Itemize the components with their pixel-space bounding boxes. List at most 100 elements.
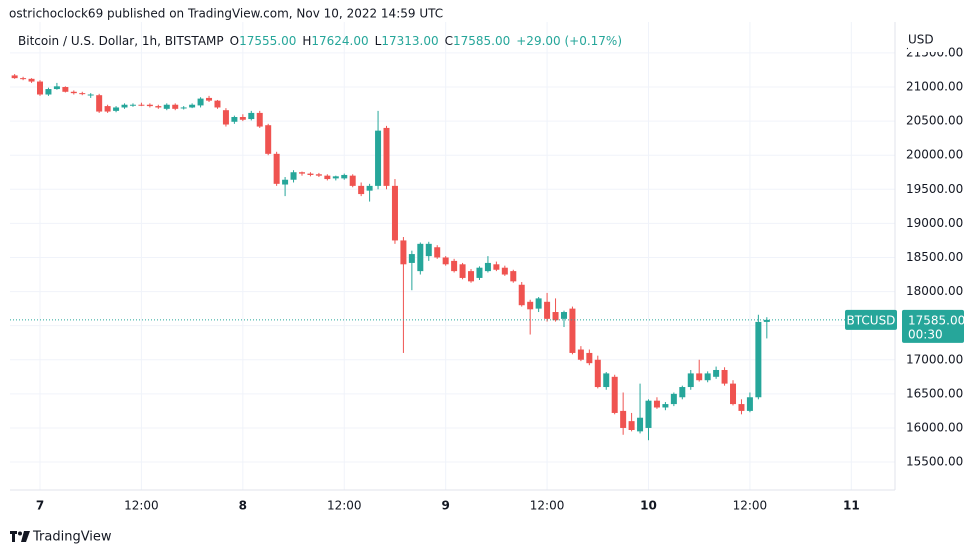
candle-body — [746, 397, 753, 411]
candle-body — [265, 125, 272, 154]
candle-body — [476, 267, 483, 278]
candle-body — [704, 373, 711, 381]
candle-body — [679, 387, 686, 398]
candle-body — [577, 349, 584, 360]
candle-body — [459, 264, 466, 278]
candle-body — [510, 271, 517, 282]
candles — [11, 74, 770, 441]
candle-body — [104, 106, 111, 112]
y-tick-label: 20000.00 — [906, 148, 963, 162]
brand: TradingView — [32, 530, 112, 545]
candle-body — [324, 175, 331, 180]
x-tick-label: 12:00 — [124, 499, 159, 513]
candle-body — [11, 75, 18, 79]
candle-body — [484, 262, 491, 272]
y-tick-label: 16000.00 — [906, 420, 963, 434]
candle-body — [189, 104, 196, 108]
candle-body — [20, 78, 27, 80]
y-tick-label: 21000.00 — [906, 80, 963, 94]
candle-body — [298, 172, 305, 174]
candle-body — [501, 267, 508, 275]
candle-body — [611, 376, 618, 413]
candle-body — [620, 410, 627, 428]
y-tick-label: 16500.00 — [906, 386, 963, 400]
candle-body — [670, 393, 677, 405]
candle-body — [214, 100, 221, 108]
candle-body — [155, 106, 162, 108]
legend-key: O — [230, 34, 239, 48]
candle-body — [653, 400, 660, 408]
x-tick-label: 11 — [843, 499, 860, 513]
x-tick-label: 7 — [36, 499, 44, 513]
candle-body — [645, 400, 652, 428]
candle-body — [121, 104, 128, 108]
x-tick-label: 8 — [239, 499, 247, 513]
candle-body — [544, 301, 551, 319]
candle-body — [222, 110, 229, 125]
candle-body — [70, 91, 77, 94]
x-tick-label: 9 — [441, 499, 449, 513]
x-tick-label: 12:00 — [327, 499, 362, 513]
candle-body — [138, 104, 145, 106]
candle-body — [696, 373, 703, 381]
candle-body — [730, 383, 737, 405]
candle-body — [763, 319, 770, 322]
x-tick-label: 10 — [640, 499, 657, 513]
legend-value: 17624.00 — [311, 34, 368, 48]
price-label-bg — [902, 309, 964, 343]
candle-body — [248, 112, 255, 120]
candle-body — [468, 271, 475, 282]
candle-body — [603, 373, 610, 388]
y-tick-label: 17000.00 — [906, 352, 963, 366]
candle-body — [451, 260, 458, 272]
currency-bg — [908, 30, 948, 52]
candle-body — [290, 172, 297, 180]
candle-body — [400, 240, 407, 265]
legend-value: 17555.00 — [239, 34, 296, 48]
x-tick-label: 12:00 — [733, 499, 768, 513]
candle-body — [375, 130, 382, 186]
symbol-label: BTCUSD — [847, 313, 896, 327]
candle-body — [358, 185, 365, 195]
candle-body — [713, 369, 720, 377]
candle-body — [560, 312, 567, 319]
candle-body — [628, 421, 635, 430]
candle-body — [180, 107, 187, 109]
candle-body — [687, 373, 694, 388]
candle-body — [569, 308, 576, 353]
candle-body — [53, 86, 60, 90]
legend: Bitcoin / U.S. Dollar, 1h, BITSTAMP O1755… — [18, 34, 622, 48]
symbol-label-bg — [845, 309, 897, 330]
candle-body — [341, 174, 348, 179]
candle-body — [518, 284, 525, 306]
candle-body — [129, 104, 136, 106]
candle-body — [366, 185, 373, 191]
candle-body — [282, 179, 289, 185]
candle-body — [315, 174, 322, 176]
legend-key: C — [445, 34, 453, 48]
candle-body — [37, 81, 44, 95]
y-tick-label: 19500.00 — [906, 182, 963, 196]
candle-body — [527, 301, 534, 310]
currency: USD — [908, 33, 934, 47]
brand-logo — [10, 531, 30, 542]
y-tick-label: 15500.00 — [906, 455, 963, 469]
legend-symbol: Bitcoin / U.S. Dollar, 1h, BITSTAMP — [18, 34, 224, 48]
legend-key: L — [375, 34, 382, 48]
candle-body — [442, 257, 449, 265]
candle-body — [163, 104, 170, 109]
candle-body — [383, 127, 390, 186]
candle-body — [45, 89, 52, 95]
candle-body — [113, 107, 120, 111]
candle-body — [79, 93, 86, 95]
candle-body — [62, 87, 69, 92]
countdown: 00:30 — [908, 327, 943, 341]
candle-body — [493, 264, 500, 270]
candle-body — [408, 254, 415, 263]
candle-body — [434, 247, 441, 258]
candle-body — [594, 359, 601, 388]
candle-body — [87, 94, 94, 96]
price-label: 17585.00 — [908, 313, 965, 327]
candle-body — [662, 404, 669, 408]
candle-body — [206, 97, 213, 101]
